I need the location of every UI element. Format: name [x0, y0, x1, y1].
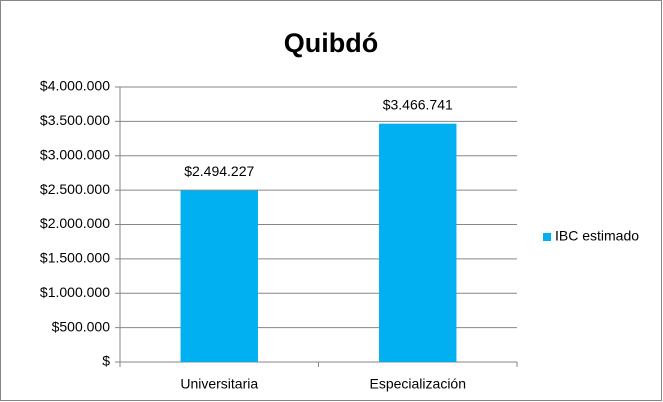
- y-tick-label: $500.000: [52, 318, 111, 334]
- y-tick-label: $3.500.000: [40, 112, 110, 128]
- y-tick-label: $1.500.000: [40, 250, 110, 266]
- data-label: $2.494.227: [184, 163, 254, 179]
- legend-label: IBC estimado: [555, 228, 639, 244]
- y-tick-label: $3.000.000: [40, 146, 110, 162]
- data-label: $3.466.741: [383, 96, 453, 112]
- chart-title: Quibdó: [284, 28, 378, 58]
- x-tick-label: Especialización: [370, 376, 467, 392]
- x-tick-label: Universitaria: [180, 376, 258, 392]
- y-tick-label: $1.000.000: [40, 284, 110, 300]
- y-tick-label: $: [102, 353, 110, 369]
- bar: [180, 190, 258, 362]
- y-tick-label: $2.000.000: [40, 215, 110, 231]
- y-tick-label: $4.000.000: [40, 78, 110, 94]
- y-tick-label: $2.500.000: [40, 181, 110, 197]
- bar: [379, 123, 457, 362]
- legend-swatch: [543, 233, 551, 241]
